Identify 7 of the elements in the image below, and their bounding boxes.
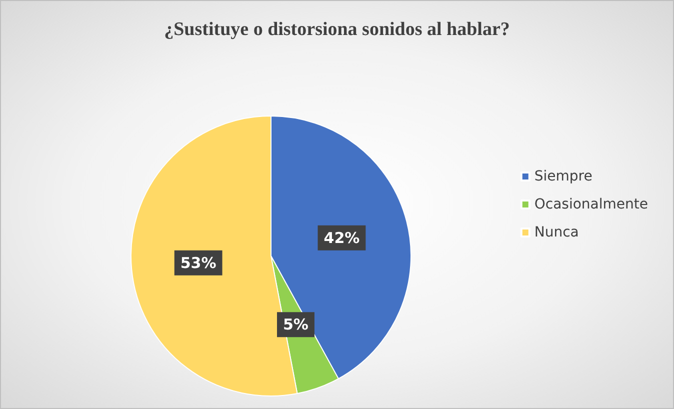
- data-label: 53%: [180, 254, 216, 272]
- data-label: 5%: [282, 316, 308, 334]
- chart-title: ¿Sustituye o distorsiona sonidos al hablar?: [164, 19, 510, 40]
- data-label: 42%: [324, 228, 360, 247]
- legend-label: Siempre: [534, 168, 592, 184]
- legend-label: Nunca: [534, 224, 579, 240]
- legend-label: Ocasionalmente: [534, 196, 648, 212]
